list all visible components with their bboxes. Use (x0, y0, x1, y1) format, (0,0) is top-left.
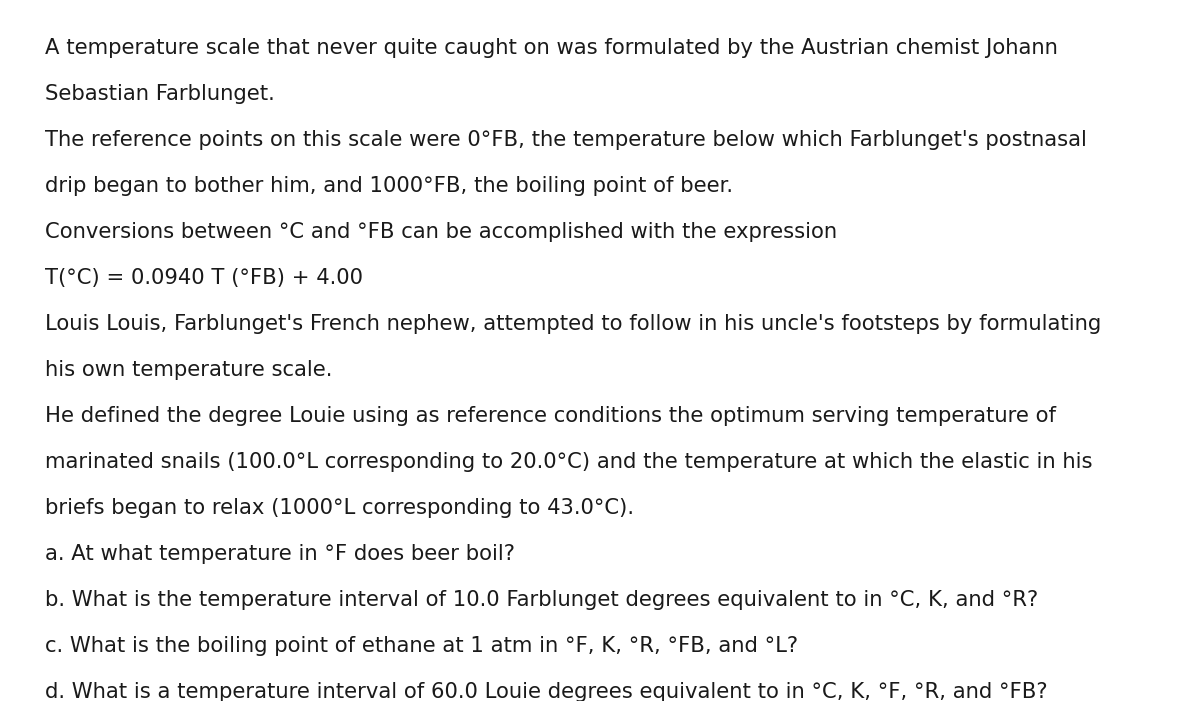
Text: c. What is the boiling point of ethane at 1 atm in °F, K, °R, °FB, and °L?: c. What is the boiling point of ethane a… (46, 636, 798, 656)
Text: his own temperature scale.: his own temperature scale. (46, 360, 332, 380)
Text: drip began to bother him, and 1000°FB, the boiling point of beer.: drip began to bother him, and 1000°FB, t… (46, 176, 733, 196)
Text: b. What is the temperature interval of 10.0 Farblunget degrees equivalent to in : b. What is the temperature interval of 1… (46, 590, 1038, 610)
Text: briefs began to relax (1000°L corresponding to 43.0°C).: briefs began to relax (1000°L correspond… (46, 498, 634, 518)
Text: He defined the degree Louie using as reference conditions the optimum serving te: He defined the degree Louie using as ref… (46, 406, 1056, 426)
Text: A temperature scale that never quite caught on was formulated by the Austrian ch: A temperature scale that never quite cau… (46, 38, 1058, 58)
Text: Louis Louis, Farblunget's French nephew, attempted to follow in his uncle's foot: Louis Louis, Farblunget's French nephew,… (46, 314, 1102, 334)
Text: a. At what temperature in °F does beer boil?: a. At what temperature in °F does beer b… (46, 544, 515, 564)
Text: d. What is a temperature interval of 60.0 Louie degrees equivalent to in °C, K, : d. What is a temperature interval of 60.… (46, 682, 1048, 701)
Text: marinated snails (100.0°L corresponding to 20.0°C) and the temperature at which : marinated snails (100.0°L corresponding … (46, 452, 1092, 472)
Text: The reference points on this scale were 0°FB, the temperature below which Farblu: The reference points on this scale were … (46, 130, 1087, 150)
Text: T(°C) = 0.0940 T (°FB) + 4.00: T(°C) = 0.0940 T (°FB) + 4.00 (46, 268, 364, 288)
Text: Sebastian Farblunget.: Sebastian Farblunget. (46, 84, 275, 104)
Text: Conversions between °C and °FB can be accomplished with the expression: Conversions between °C and °FB can be ac… (46, 222, 838, 242)
